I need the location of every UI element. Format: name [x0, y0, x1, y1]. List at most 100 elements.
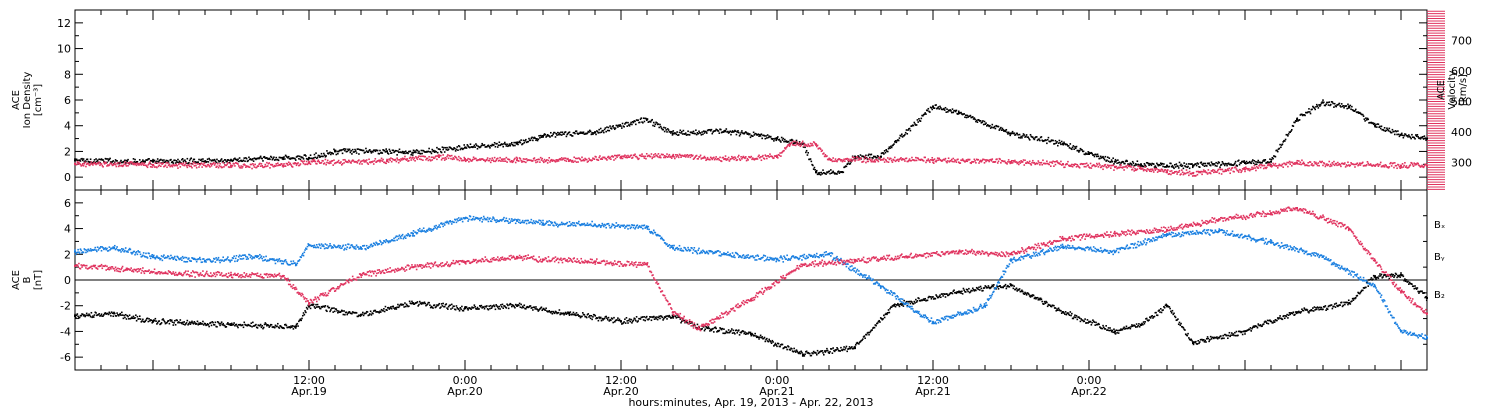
- data-point: [950, 158, 953, 161]
- data-point: [914, 123, 916, 125]
- data-point: [684, 156, 687, 158]
- data-point: [710, 329, 713, 332]
- data-point: [242, 159, 245, 162]
- data-point: [1410, 137, 1412, 140]
- data-point: [90, 161, 93, 163]
- data-point: [109, 312, 111, 315]
- data-point: [301, 314, 304, 317]
- data-point: [1321, 101, 1324, 103]
- data-point: [745, 131, 747, 133]
- data-point: [351, 312, 353, 315]
- data-point: [975, 119, 978, 122]
- data-point: [639, 154, 642, 157]
- data-point: [1021, 161, 1024, 163]
- data-point: [1315, 103, 1318, 106]
- data-point: [89, 314, 91, 317]
- data-point: [947, 157, 950, 160]
- data-point: [369, 310, 372, 313]
- data-point: [1307, 111, 1309, 113]
- data-point: [462, 309, 465, 312]
- data-point: [717, 330, 720, 333]
- data-point: [164, 164, 167, 167]
- data-point: [744, 331, 746, 333]
- data-point: [170, 319, 173, 322]
- data-point: [349, 151, 352, 154]
- data-point: [506, 161, 508, 163]
- data-point: [1154, 165, 1157, 167]
- data-point: [627, 154, 629, 157]
- data-point: [645, 157, 647, 160]
- data-point: [1031, 161, 1033, 164]
- data-point: [457, 155, 460, 158]
- data-point: [1344, 166, 1347, 168]
- data-point: [130, 317, 132, 320]
- data-point: [899, 157, 902, 160]
- data-point: [643, 316, 646, 318]
- data-point: [664, 156, 667, 159]
- data-point: [999, 158, 1001, 160]
- data-point: [1363, 118, 1366, 120]
- data-point: [263, 323, 266, 326]
- data-point: [714, 157, 717, 160]
- data-point: [301, 156, 304, 159]
- data-point: [791, 141, 793, 144]
- data-point: [667, 155, 670, 157]
- data-point: [1165, 166, 1168, 168]
- data-point: [357, 148, 359, 150]
- data-point: [404, 150, 407, 153]
- data-point: [149, 166, 152, 168]
- data-point: [1075, 145, 1078, 148]
- data-point: [1168, 165, 1171, 168]
- data-point: [764, 154, 767, 156]
- data-point: [491, 305, 494, 308]
- data-point: [581, 132, 584, 135]
- data-point: [876, 156, 878, 159]
- data-point: [147, 163, 150, 166]
- data-point: [1025, 135, 1027, 138]
- data-point: [1252, 168, 1254, 170]
- data-point: [358, 153, 360, 155]
- data-point: [635, 155, 638, 158]
- data-point: [832, 157, 834, 159]
- data-point: [1365, 119, 1368, 121]
- data-point: [1066, 143, 1068, 146]
- data-point: [297, 325, 299, 327]
- data-point: [224, 159, 227, 161]
- data-point: [312, 160, 315, 163]
- data-point: [181, 321, 184, 324]
- data-point: [1036, 162, 1039, 165]
- data-point: [75, 314, 78, 316]
- data-point: [1296, 117, 1299, 120]
- data-point: [712, 327, 714, 330]
- data-point: [103, 163, 106, 165]
- data-point: [809, 158, 812, 160]
- data-point: [959, 162, 962, 164]
- data-point: [623, 321, 625, 323]
- data-point: [97, 313, 100, 316]
- data-point: [215, 166, 217, 168]
- data-point: [725, 330, 728, 333]
- data-point: [613, 154, 616, 157]
- data-point: [822, 352, 824, 354]
- data-point: [267, 324, 270, 327]
- data-point: [145, 319, 147, 322]
- data-point: [507, 307, 510, 310]
- data-point: [167, 159, 169, 162]
- data-point: [694, 132, 696, 135]
- data-point: [1063, 141, 1065, 144]
- data-point: [294, 326, 296, 328]
- data-point: [1308, 108, 1310, 110]
- data-point: [386, 150, 388, 152]
- data-point: [457, 149, 459, 151]
- data-point: [654, 316, 657, 319]
- data-point: [1255, 161, 1257, 163]
- data-point: [435, 150, 437, 153]
- data-point: [1346, 164, 1348, 167]
- data-point: [488, 159, 490, 162]
- data-point: [500, 305, 503, 308]
- data-point: [1344, 162, 1346, 164]
- data-point: [191, 320, 193, 323]
- data-point: [1195, 163, 1197, 165]
- data-point: [740, 156, 742, 158]
- data-point: [624, 123, 626, 125]
